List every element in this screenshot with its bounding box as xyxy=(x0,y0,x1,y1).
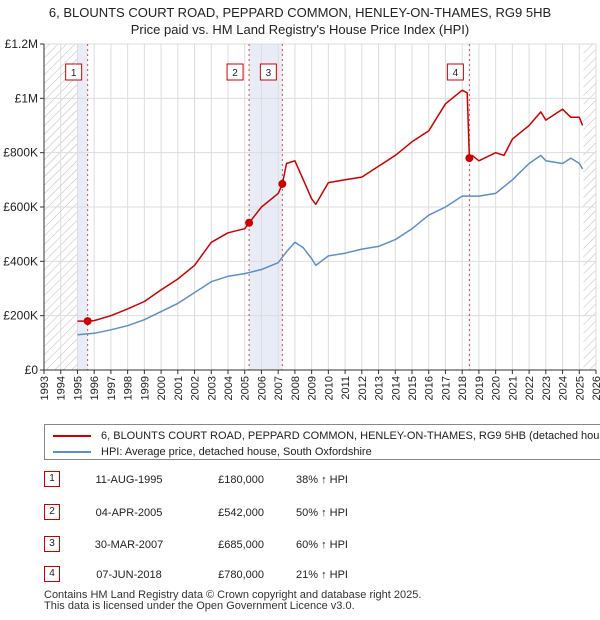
x-tick-label: 2020 xyxy=(491,376,503,400)
y-tick-label: £600K xyxy=(3,200,38,214)
sale-point xyxy=(278,179,287,188)
legend-hpi-label: HPI: Average price, detached house, Sout… xyxy=(101,446,372,458)
x-tick-label: 2005 xyxy=(240,376,252,400)
sale-point xyxy=(465,154,474,163)
chart-title: 6, BLOUNTS COURT ROAD, PEPPARD COMMON, H… xyxy=(0,4,600,38)
hpi-line xyxy=(77,154,584,336)
x-tick-label: 2000 xyxy=(156,376,168,400)
legend-property-swatch xyxy=(53,435,91,438)
x-tick-label: 1996 xyxy=(89,376,101,400)
transaction-hpi-change: 38% ↑ HPI xyxy=(296,474,348,486)
x-tick-label: 2018 xyxy=(457,376,469,400)
transaction-number-badge: 3 xyxy=(44,536,60,552)
x-tick-label: 2021 xyxy=(507,376,519,400)
sale-marker-label: 1 xyxy=(71,68,77,79)
x-tick-label: 1994 xyxy=(56,376,68,400)
x-tick-label: 2001 xyxy=(173,376,185,400)
transaction-hpi-change: 60% ↑ HPI xyxy=(296,539,348,551)
sale-marker-label: 2 xyxy=(232,68,238,79)
x-tick-label: 1999 xyxy=(139,376,151,400)
y-tick-label: £0 xyxy=(25,363,39,377)
x-tick-label: 2026 xyxy=(591,376,600,400)
x-tick-label: 1998 xyxy=(123,376,135,400)
legend-item-property: 6, BLOUNTS COURT ROAD, PEPPARD COMMON, H… xyxy=(53,428,600,444)
legend-hpi-swatch xyxy=(53,451,91,454)
x-tick-label: 2015 xyxy=(407,376,419,400)
x-tick-label: 2008 xyxy=(290,376,302,400)
sale-marker-badge xyxy=(226,63,244,81)
y-tick-label: £400K xyxy=(3,254,38,268)
x-tick-label: 2014 xyxy=(390,376,402,400)
transaction-date: 07-JUN-2018 xyxy=(96,569,162,581)
property-price-line xyxy=(77,89,584,322)
footer-licence: This data is licensed under the Open Gov… xyxy=(44,600,355,612)
table-row: 2 04-APR-2005 £542,000 50% ↑ HPI xyxy=(44,503,464,523)
transaction-date: 30-MAR-2007 xyxy=(94,539,164,551)
x-tick-label: 2017 xyxy=(440,376,452,400)
x-tick-label: 2016 xyxy=(424,376,436,400)
x-tick-label: 2007 xyxy=(273,376,285,400)
legend-item-hpi: HPI: Average price, detached house, Sout… xyxy=(53,444,372,459)
x-tick-label: 2006 xyxy=(256,376,268,400)
legend-property-label: 6, BLOUNTS COURT ROAD, PEPPARD COMMON, H… xyxy=(101,430,600,442)
table-row: 3 30-MAR-2007 £685,000 60% ↑ HPI xyxy=(44,535,464,555)
legend: 6, BLOUNTS COURT ROAD, PEPPARD COMMON, H… xyxy=(44,424,600,460)
y-tick-label: £1.2M xyxy=(5,37,38,51)
footer-copyright: Contains HM Land Registry data © Crown c… xyxy=(44,589,422,601)
table-row: 1 11-AUG-1995 £180,000 38% ↑ HPI xyxy=(44,470,464,490)
x-tick-label: 2002 xyxy=(190,376,202,400)
price-chart: 1 2 3 4 £0 £200K £400K £600K £800K £1M £1.2M 1993 19… xyxy=(3,37,600,400)
title-line-2: Price paid vs. HM Land Registry's House … xyxy=(130,22,470,37)
x-tick-label: 2012 xyxy=(357,376,369,400)
x-tick-label: 2024 xyxy=(558,376,570,400)
x-tick-label: 2009 xyxy=(307,376,319,400)
x-tick-label: 2011 xyxy=(340,376,352,400)
sale-marker-label: 4 xyxy=(453,68,459,79)
transaction-hpi-change: 21% ↑ HPI xyxy=(296,569,348,581)
transaction-price: £780,000 xyxy=(218,569,264,581)
x-tick-label: 2019 xyxy=(474,376,486,400)
sale-point xyxy=(245,218,254,227)
transaction-price: £180,000 xyxy=(218,474,264,486)
x-tick-label: 2013 xyxy=(374,376,386,400)
transaction-date: 04-APR-2005 xyxy=(95,507,163,519)
transaction-price: £542,000 xyxy=(218,507,264,519)
x-tick-label: 1993 xyxy=(39,376,51,400)
title-line-1: 6, BLOUNTS COURT ROAD, PEPPARD COMMON, H… xyxy=(48,5,552,20)
sale-point xyxy=(83,317,92,326)
x-tick-label: 2010 xyxy=(323,376,335,400)
sale-marker-badge xyxy=(446,63,464,81)
x-tick-label: 2022 xyxy=(524,376,536,400)
x-tick-label: 1995 xyxy=(72,376,84,400)
x-tick-label: 2023 xyxy=(541,376,553,400)
sale-marker-badge xyxy=(65,63,83,81)
y-tick-label: £200K xyxy=(3,309,38,323)
x-tick-label: 2003 xyxy=(206,376,218,400)
transaction-number-badge: 2 xyxy=(44,504,60,520)
x-tick-label: 2004 xyxy=(223,376,235,400)
table-row: 4 07-JUN-2018 £780,000 21% ↑ HPI xyxy=(44,565,464,585)
sale-marker-label: 3 xyxy=(266,68,272,79)
transaction-price: £685,000 xyxy=(218,539,264,551)
x-tick-label: 2025 xyxy=(574,376,586,400)
y-tick-label: £1M xyxy=(15,91,38,105)
y-tick-label: £800K xyxy=(3,146,38,160)
transaction-number-badge: 4 xyxy=(44,566,60,582)
transaction-date: 11-AUG-1995 xyxy=(95,474,163,486)
sale-marker-badge xyxy=(259,63,277,81)
transaction-number-badge: 1 xyxy=(44,471,60,487)
transaction-hpi-change: 50% ↑ HPI xyxy=(296,507,348,519)
x-tick-label: 1997 xyxy=(106,376,118,400)
footer: Contains HM Land Registry data © Crown c… xyxy=(44,590,421,612)
